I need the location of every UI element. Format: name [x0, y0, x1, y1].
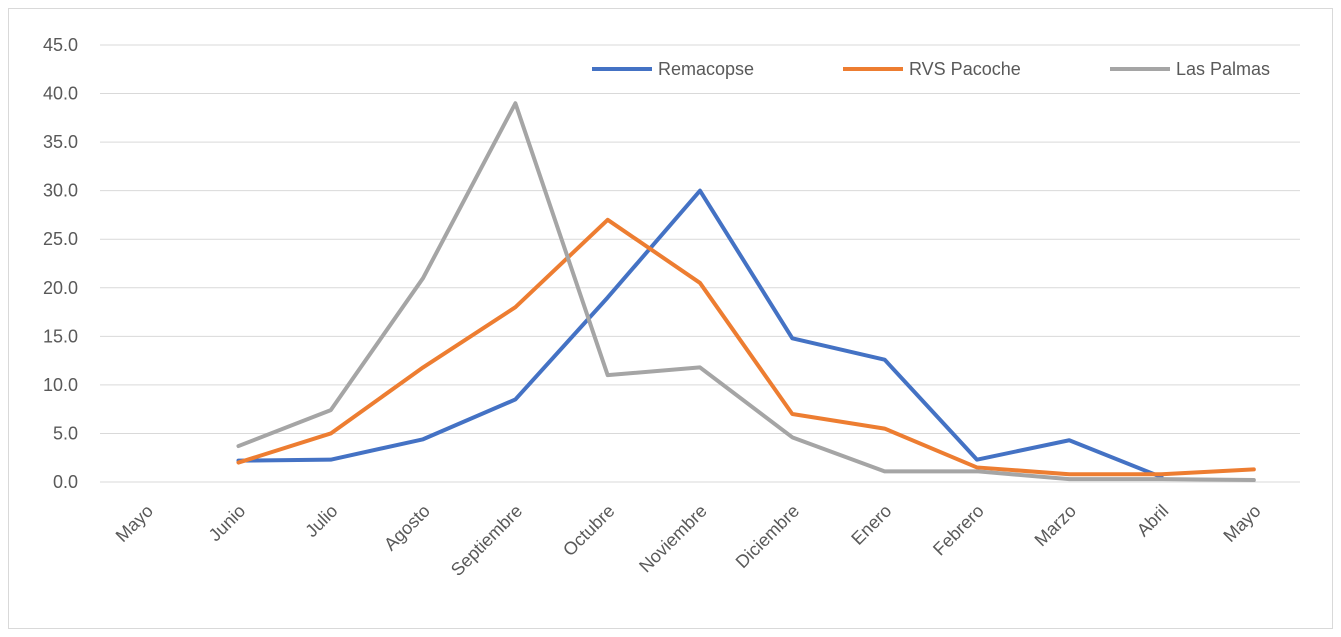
y-tick-label: 0.0 [53, 472, 78, 492]
legend-label: RVS Pacoche [909, 59, 1021, 79]
x-tick-label: Mayo [1219, 501, 1264, 546]
y-tick-label: 45.0 [43, 35, 78, 55]
chart-frame [8, 8, 1333, 629]
x-axis-ticks: Mayo Junio Julio Agosto Septiembre Octubre Nov… [112, 501, 1265, 580]
y-tick-label: 20.0 [43, 278, 78, 298]
y-tick-label: 40.0 [43, 84, 78, 104]
x-tick-label: Julio [301, 501, 341, 541]
legend: Remacopse RVS Pacoche Las Palmas [592, 59, 1270, 79]
y-tick-label: 10.0 [43, 375, 78, 395]
y-tick-label: 35.0 [43, 132, 78, 152]
y-tick-label: 25.0 [43, 229, 78, 249]
legend-label: Remacopse [658, 59, 754, 79]
series-line-las-palmas [236, 101, 1256, 483]
x-tick-label: Diciembre [732, 501, 803, 572]
x-tick-label: Junio [205, 501, 250, 546]
series-lines [236, 101, 1256, 483]
x-tick-label: Octubre [559, 501, 618, 560]
x-tick-label: Enero [847, 501, 895, 549]
x-tick-label: Agosto [380, 501, 434, 555]
x-tick-label: Septiembre [447, 501, 526, 580]
x-tick-label: Marzo [1031, 501, 1081, 551]
y-axis-ticks: 0.0 5.0 10.0 15.0 20.0 25.0 30.0 35.0 40.0 45.0 [43, 35, 78, 492]
series-line-remacopse [236, 188, 1164, 480]
x-tick-label: Febrero [929, 501, 988, 560]
y-tick-label: 30.0 [43, 181, 78, 201]
x-tick-label: Abril [1133, 501, 1173, 541]
gridlines [100, 44, 1300, 483]
x-tick-label: Noviembre [635, 501, 711, 577]
y-tick-label: 15.0 [43, 326, 78, 346]
y-tick-label: 5.0 [53, 423, 78, 443]
legend-label: Las Palmas [1176, 59, 1270, 79]
x-tick-label: Mayo [112, 501, 157, 546]
series-line-rvs-pacoche [236, 217, 1256, 477]
